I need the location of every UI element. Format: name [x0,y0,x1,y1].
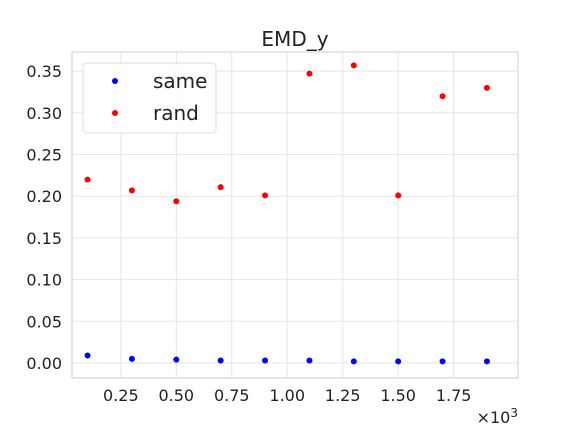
legend-marker-rand [112,110,118,116]
data-point-rand [173,198,180,205]
y-tick-label: 0.00 [26,354,62,373]
x-tick-label: 0.50 [158,386,194,405]
data-point-same [217,357,224,364]
data-point-same [306,357,313,364]
x-tick-label: 1.75 [436,386,472,405]
plot-area [71,51,519,379]
legend-label-rand: rand [153,101,199,125]
x-axis-scale-exponent: 3 [510,406,518,420]
x-axis-scale-base: ×10 [477,408,511,427]
x-axis-scale-label: ×103 [477,406,518,427]
legend: same rand [82,62,217,134]
y-tick-label: 0.35 [26,62,62,81]
data-point-rand [350,62,357,69]
data-point-same [262,357,269,364]
data-point-rand [262,192,269,199]
data-point-same [483,358,490,365]
data-point-same [128,355,135,362]
y-tick-label: 0.15 [26,229,62,248]
x-tick-label: 1.50 [380,386,416,405]
data-points [84,62,490,365]
data-point-rand [395,192,402,199]
data-point-same [173,356,180,363]
data-point-same [350,358,357,365]
x-tick-label: 0.75 [214,386,250,405]
data-point-same [84,352,91,359]
y-tick-label: 0.05 [26,312,62,331]
y-tick-label: 0.20 [26,187,62,206]
data-point-same [439,358,446,365]
data-point-rand [306,70,313,77]
data-point-rand [128,187,135,194]
x-tick-label: 1.25 [325,386,361,405]
data-point-rand [84,176,91,183]
data-point-rand [217,184,224,191]
y-tick-label: 0.10 [26,271,62,290]
y-tick-label: 0.25 [26,146,62,165]
x-tick-label: 1.00 [269,386,305,405]
y-tick-label: 0.30 [26,104,62,123]
data-point-rand [483,84,490,91]
tick-labels: 0.25 0.50 0.75 1.00 1.25 1.50 1.75 0.00 0.05 0.10… [26,62,471,405]
x-tick-label: 0.25 [103,386,139,405]
legend-marker-same [112,78,118,84]
legend-label-same: same [153,69,207,93]
data-point-same [395,358,402,365]
chart-title: EMD_y [261,27,328,51]
data-point-rand [439,93,446,100]
grid [72,52,518,378]
